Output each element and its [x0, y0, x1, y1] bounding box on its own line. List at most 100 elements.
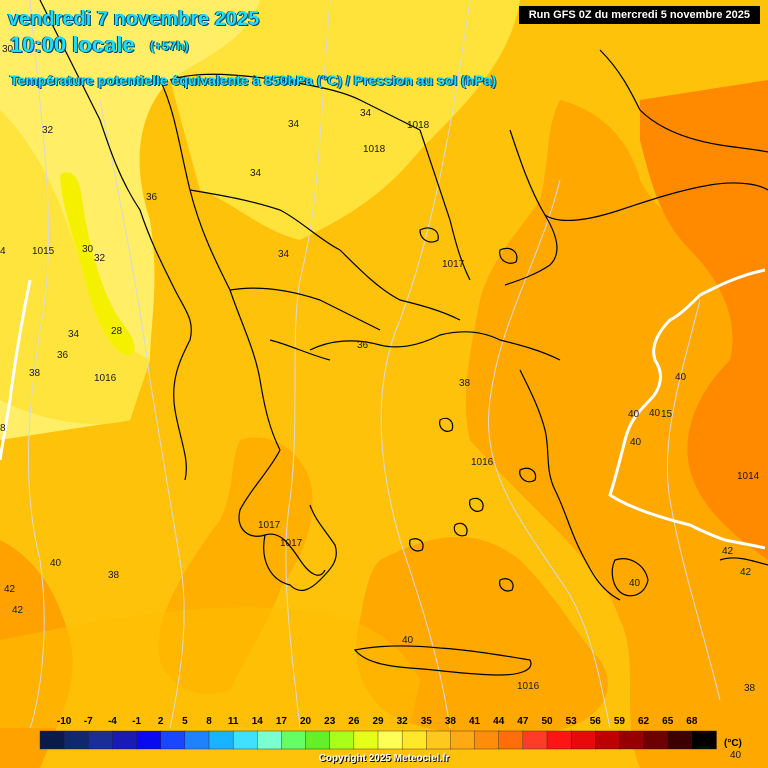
coastline-island: [419, 227, 439, 243]
isobar-line: [27, 0, 50, 729]
map-label: 32: [94, 253, 106, 264]
legend-tick-label: 14: [252, 716, 264, 727]
map-label: 1014: [737, 471, 760, 482]
legend-ticks: -10 -7 -4 -1 2 5 8 11 14 17 20 23 26 29 32 35 38 41 44 47 50…: [57, 716, 698, 727]
coastline-island: [409, 538, 424, 552]
map-label: 34: [278, 249, 290, 260]
legend-swatch: [498, 730, 524, 750]
legend-tick-label: 32: [397, 716, 409, 727]
map-label: 1015: [32, 246, 55, 257]
border-line: [599, 49, 768, 153]
coastline-island: [453, 522, 468, 537]
map-label: 36: [357, 340, 369, 351]
legend-swatch: [136, 730, 162, 750]
map-label: 38: [744, 683, 756, 694]
legend-swatch: [619, 730, 645, 750]
legend-swatch: [329, 730, 355, 750]
map-label: 1018: [363, 144, 386, 155]
coastline-island: [499, 247, 518, 264]
map-subtitle: Température potentielle équivalente à 85…: [10, 72, 497, 88]
map-label: 40: [402, 635, 414, 646]
map-label: 34: [68, 329, 80, 340]
front-line: [608, 268, 766, 550]
legend-tick-label: 38: [445, 716, 457, 727]
map-label: 34: [250, 168, 262, 179]
map-label: 32: [42, 125, 54, 136]
zone-deep-orange-east: [640, 80, 768, 560]
isobar-line: [99, 99, 185, 729]
legend-tick-label: 56: [590, 716, 602, 727]
legend-tick-label: 29: [372, 716, 384, 727]
map-label: 38: [459, 378, 471, 389]
coastline-black-sea: [509, 129, 768, 221]
legend-swatch: [88, 730, 114, 750]
legend-swatch: [643, 730, 669, 750]
legend-tick-label: 20: [300, 716, 312, 727]
coastline-island: [499, 578, 514, 592]
isobar-line: [380, 0, 471, 729]
color-legend: -10 -7 -4 -1 2 5 8 11 14 17 20 23 26 29 32 35 38 41 44 47 50…: [39, 716, 742, 750]
map-label: 42: [722, 546, 734, 557]
zone-orange-south: [356, 536, 608, 736]
coastline-island: [519, 467, 537, 483]
isobar-line: [488, 179, 611, 729]
map-label: 1016: [471, 457, 494, 468]
forecast-date: vendredi 7 novembre 2025: [8, 8, 260, 30]
map-label: 4: [0, 246, 6, 257]
coastline-island: [469, 497, 484, 512]
map-label: 42: [4, 584, 16, 595]
map-label: 40: [630, 437, 642, 448]
coastline-turkey-west: [519, 369, 621, 601]
coastlines: [39, 0, 768, 676]
coastline-aegean-north: [309, 331, 561, 361]
coastline-italy: [39, 0, 192, 481]
legend-tick-label: 23: [324, 716, 336, 727]
border-line: [189, 189, 341, 251]
legend-tick-label: -4: [108, 716, 117, 727]
legend-tick-label: 41: [469, 716, 481, 727]
map-label: 40: [629, 578, 641, 589]
map-label: 40: [675, 372, 687, 383]
map-label: 42: [740, 567, 752, 578]
map-label: 28: [111, 326, 123, 337]
legend-tick-label: -7: [84, 716, 93, 727]
legend-swatch: [570, 730, 596, 750]
legend-swatch: [691, 730, 717, 750]
legend-tick-label: 59: [614, 716, 626, 727]
forecast-step: (+57h): [150, 38, 189, 53]
legend-tick-label: 17: [276, 716, 288, 727]
map-label: 8: [0, 423, 6, 434]
zone-light-north: [170, 0, 520, 240]
coastline-bosphorus: [504, 214, 558, 286]
legend-tick-label: 65: [662, 716, 674, 727]
legend-tick-label: 2: [158, 716, 164, 727]
map-label: 30: [82, 244, 94, 255]
legend-swatch: [232, 730, 258, 750]
legend-tick-label: 26: [348, 716, 360, 727]
map-label: 1016: [94, 373, 117, 384]
legend-swatch: [426, 730, 452, 750]
legend-swatch: [401, 730, 427, 750]
legend-tick-label: 44: [493, 716, 505, 727]
forecast-time: 10:00 locale: [10, 32, 135, 57]
coastline-island: [439, 417, 454, 432]
legend-swatch: [281, 730, 307, 750]
map-label: 38: [29, 368, 41, 379]
map-label: 42: [12, 605, 24, 616]
legend-swatch: [667, 730, 693, 750]
legend-tick-label: 35: [421, 716, 433, 727]
map-label: 1017: [258, 520, 281, 531]
map-label: 34: [288, 119, 300, 130]
border-line: [339, 249, 461, 321]
copyright: Copyright 2025 Meteociel.fr: [318, 753, 450, 764]
map-label: 40: [628, 409, 640, 420]
legend-swatch: [63, 730, 89, 750]
run-info: Run GFS 0Z du mercredi 5 novembre 2025: [518, 6, 760, 24]
map-label: 30: [2, 44, 14, 55]
map-value-labels: 30 32 34 34 1018 1018 34 36 1015 30 32 3…: [0, 44, 760, 761]
map-label: 40: [730, 750, 742, 761]
isobar-line: [666, 299, 721, 701]
legend-tick-label: 8: [206, 716, 212, 727]
legend-swatch: [377, 730, 403, 750]
